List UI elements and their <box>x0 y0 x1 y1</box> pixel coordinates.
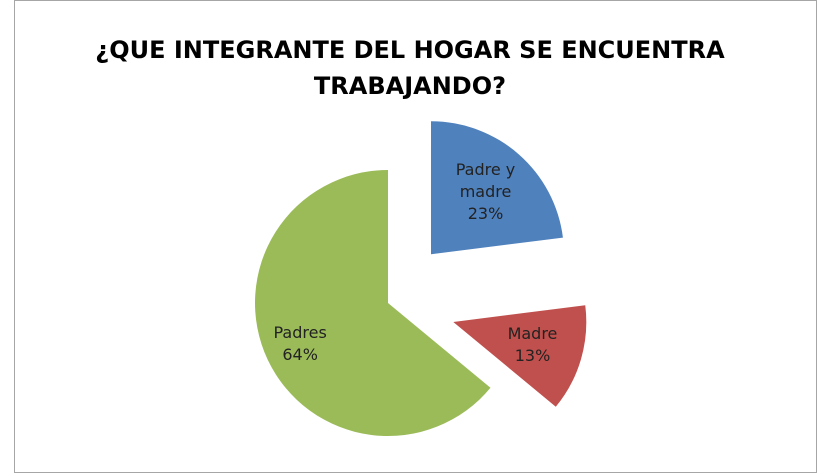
pie-slice <box>430 121 563 255</box>
pie-slice <box>255 170 491 436</box>
value-label: 13% <box>514 345 551 365</box>
slice-label: Padre y madre 23% <box>431 159 541 225</box>
chart-title: ¿QUE INTEGRANTE DEL HOGAR SE ENCUENTRA T… <box>95 36 725 100</box>
category-label: Padres <box>273 323 327 343</box>
category-label: Madre <box>507 323 558 343</box>
slice-label: Padres 64% <box>245 322 355 366</box>
value-label: 23% <box>467 204 504 224</box>
pie-slice <box>453 305 587 407</box>
category-label: Padre y madre <box>455 160 516 202</box>
slice-label: Madre 13% <box>477 323 587 367</box>
value-label: 64% <box>282 345 318 365</box>
